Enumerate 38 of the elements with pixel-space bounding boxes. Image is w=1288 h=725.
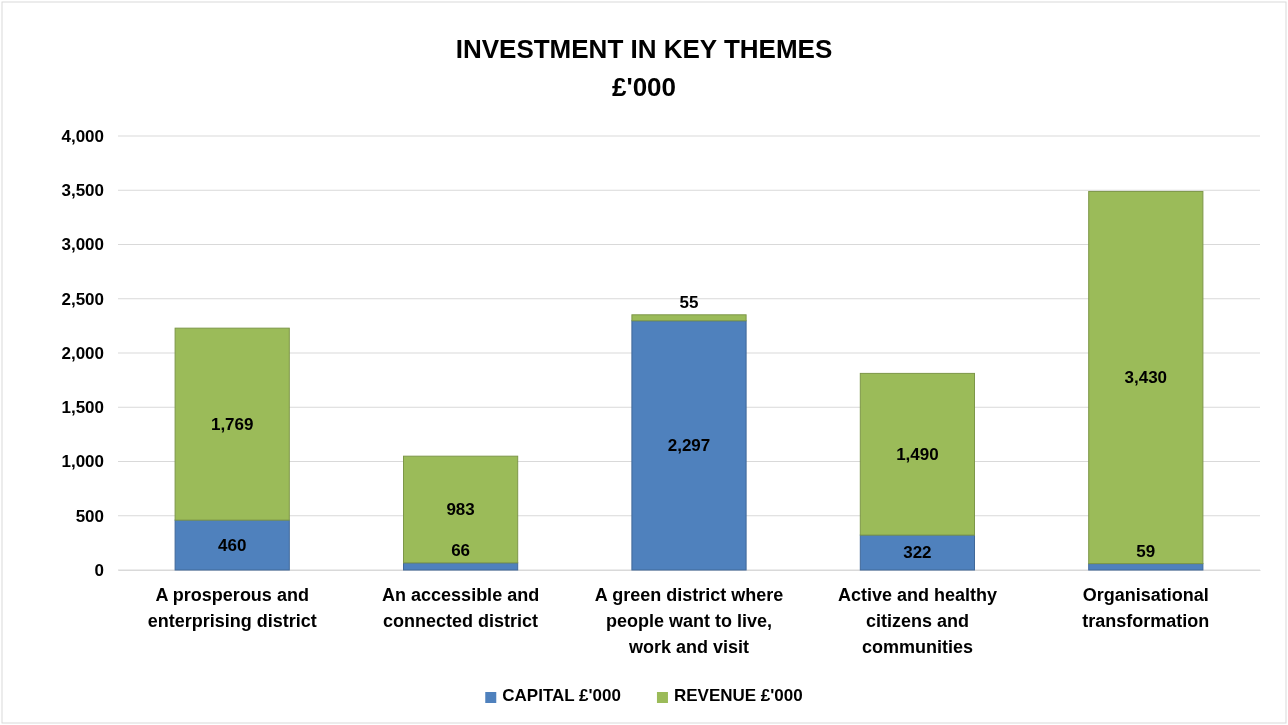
x-tick-label: A green district where people want to live, work and visit bbox=[594, 584, 784, 657]
y-tick-label: 0 bbox=[94, 560, 104, 580]
data-label: 3,430 bbox=[1124, 368, 1168, 388]
y-tick-label: 2,500 bbox=[61, 289, 104, 309]
bar bbox=[1088, 563, 1204, 571]
chart-subtitle: £'000 bbox=[611, 72, 677, 102]
y-tick-label: 3,000 bbox=[61, 235, 104, 255]
y-tick-label: 1,500 bbox=[61, 398, 104, 418]
x-tick-label: A prosperous and enterprising district bbox=[147, 584, 317, 631]
y-tick-label: 2,000 bbox=[61, 343, 104, 363]
bar bbox=[403, 562, 519, 571]
data-label: 460 bbox=[218, 535, 247, 555]
data-label: 66 bbox=[451, 540, 471, 560]
y-tick-label: 500 bbox=[75, 506, 104, 526]
x-tick-label: An accessible and connected district bbox=[382, 584, 540, 631]
data-label: 983 bbox=[446, 500, 475, 520]
data-label: 1,490 bbox=[896, 445, 939, 465]
bar bbox=[631, 314, 747, 322]
bar bbox=[174, 327, 290, 521]
x-tick-label: Active and healthy citizens and communities bbox=[837, 584, 997, 657]
bar bbox=[403, 455, 519, 564]
data-label: 59 bbox=[1136, 541, 1156, 561]
bar bbox=[859, 372, 975, 536]
y-tick-label: 1,000 bbox=[61, 452, 104, 472]
data-label: 1,769 bbox=[210, 415, 254, 435]
chart-title: INVESTMENT IN KEY THEMES bbox=[455, 34, 833, 64]
bar bbox=[631, 320, 747, 571]
y-tick-label: 3,500 bbox=[61, 181, 104, 201]
data-label: 55 bbox=[679, 292, 699, 312]
bar bbox=[174, 519, 290, 571]
legend-label: REVENUE £'000 bbox=[673, 686, 803, 705]
data-label: 322 bbox=[903, 543, 932, 563]
data-label: 2,297 bbox=[667, 436, 711, 456]
x-tick-label: Organisational transformation bbox=[1082, 584, 1210, 631]
bar bbox=[1088, 190, 1204, 565]
legend-label: CAPITAL £'000 bbox=[502, 686, 621, 705]
y-tick-label: 4,000 bbox=[61, 126, 104, 146]
bar bbox=[859, 534, 975, 571]
